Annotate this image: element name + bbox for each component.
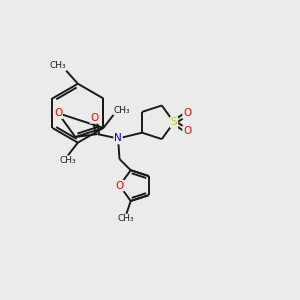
Text: S: S [171, 117, 177, 127]
Text: O: O [116, 181, 124, 190]
Text: CH₃: CH₃ [114, 106, 130, 115]
Text: O: O [183, 109, 191, 118]
Text: O: O [183, 126, 191, 136]
Text: CH₃: CH₃ [50, 61, 66, 70]
Text: N: N [114, 134, 122, 143]
Text: CH₃: CH₃ [59, 156, 76, 165]
Text: CH₃: CH₃ [118, 214, 135, 223]
Text: O: O [90, 113, 99, 123]
Text: O: O [54, 108, 62, 118]
